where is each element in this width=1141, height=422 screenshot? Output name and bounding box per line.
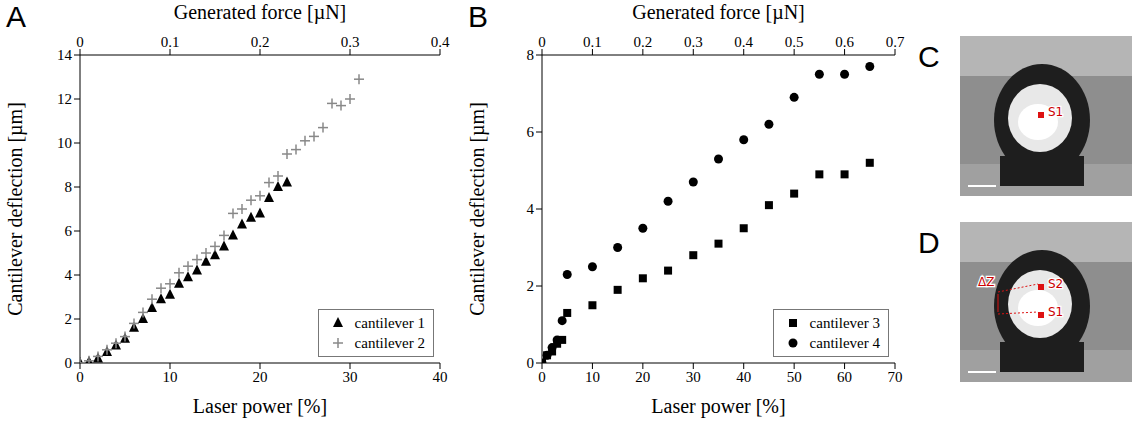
svg-text:Cantilever deflection [µm]: Cantilever deflection [µm] bbox=[4, 102, 27, 316]
svg-text:0: 0 bbox=[76, 34, 84, 50]
svg-text:0.1: 0.1 bbox=[583, 34, 602, 50]
svg-text:Laser power [%]: Laser power [%] bbox=[651, 395, 785, 418]
svg-text:10: 10 bbox=[163, 369, 178, 385]
html-text:cantilever 2: cantilever 2 bbox=[354, 334, 425, 351]
svg-text:30: 30 bbox=[343, 369, 358, 385]
svg-text:14: 14 bbox=[57, 47, 73, 63]
svg-text:Cantilever deflection [µm]: Cantilever deflection [µm] bbox=[466, 102, 489, 316]
svg-text:0: 0 bbox=[527, 355, 535, 371]
svg-text:4: 4 bbox=[65, 267, 73, 283]
svg-text:6: 6 bbox=[527, 124, 535, 140]
html-text:B: B bbox=[468, 0, 488, 33]
svg-text:10: 10 bbox=[57, 135, 72, 151]
svg-text:40: 40 bbox=[736, 369, 751, 385]
html-text:cantilever 3: cantilever 3 bbox=[809, 314, 880, 331]
html-text:cantilever 1: cantilever 1 bbox=[354, 314, 425, 331]
html-text:D: D bbox=[918, 226, 940, 259]
svg-text:0.6: 0.6 bbox=[835, 34, 854, 50]
svg-text:0.1: 0.1 bbox=[161, 34, 180, 50]
svg-text:0.3: 0.3 bbox=[341, 34, 360, 50]
svg-text:12: 12 bbox=[57, 91, 72, 107]
html-text:cantilever 4: cantilever 4 bbox=[809, 334, 880, 351]
svg-text:0.4: 0.4 bbox=[734, 34, 753, 50]
svg-text:4: 4 bbox=[527, 201, 535, 217]
svg-text:Generated force [µN]: Generated force [µN] bbox=[632, 1, 805, 24]
svg-text:20: 20 bbox=[635, 369, 650, 385]
svg-text:2: 2 bbox=[527, 278, 535, 294]
svg-text:0: 0 bbox=[65, 355, 73, 371]
svg-text:S1: S1 bbox=[1048, 105, 1063, 119]
svg-text:Generated force [µN]: Generated force [µN] bbox=[174, 1, 347, 24]
svg-text:ΔZ: ΔZ bbox=[978, 275, 994, 289]
html-text:C: C bbox=[918, 40, 940, 73]
svg-text:10: 10 bbox=[585, 369, 600, 385]
svg-text:S1: S1 bbox=[1048, 305, 1063, 319]
svg-text:30: 30 bbox=[686, 369, 701, 385]
svg-text:0.7: 0.7 bbox=[886, 34, 905, 50]
svg-text:70: 70 bbox=[888, 369, 903, 385]
html-text:A: A bbox=[6, 0, 26, 33]
svg-text:60: 60 bbox=[837, 369, 852, 385]
svg-text:0: 0 bbox=[538, 369, 546, 385]
svg-text:Laser power [%]: Laser power [%] bbox=[193, 395, 327, 418]
svg-text:0: 0 bbox=[538, 34, 546, 50]
svg-text:0: 0 bbox=[76, 369, 84, 385]
svg-text:8: 8 bbox=[65, 179, 73, 195]
svg-text:0.2: 0.2 bbox=[633, 34, 652, 50]
svg-text:2: 2 bbox=[65, 311, 73, 327]
svg-text:0.2: 0.2 bbox=[251, 34, 270, 50]
svg-text:50: 50 bbox=[787, 369, 802, 385]
svg-text:0.4: 0.4 bbox=[431, 34, 450, 50]
svg-text:20: 20 bbox=[253, 369, 268, 385]
svg-text:0.3: 0.3 bbox=[684, 34, 703, 50]
svg-text:8: 8 bbox=[527, 47, 535, 63]
svg-text:40: 40 bbox=[433, 369, 448, 385]
svg-text:0.5: 0.5 bbox=[785, 34, 804, 50]
svg-text:6: 6 bbox=[65, 223, 73, 239]
svg-text:S2: S2 bbox=[1048, 277, 1063, 291]
